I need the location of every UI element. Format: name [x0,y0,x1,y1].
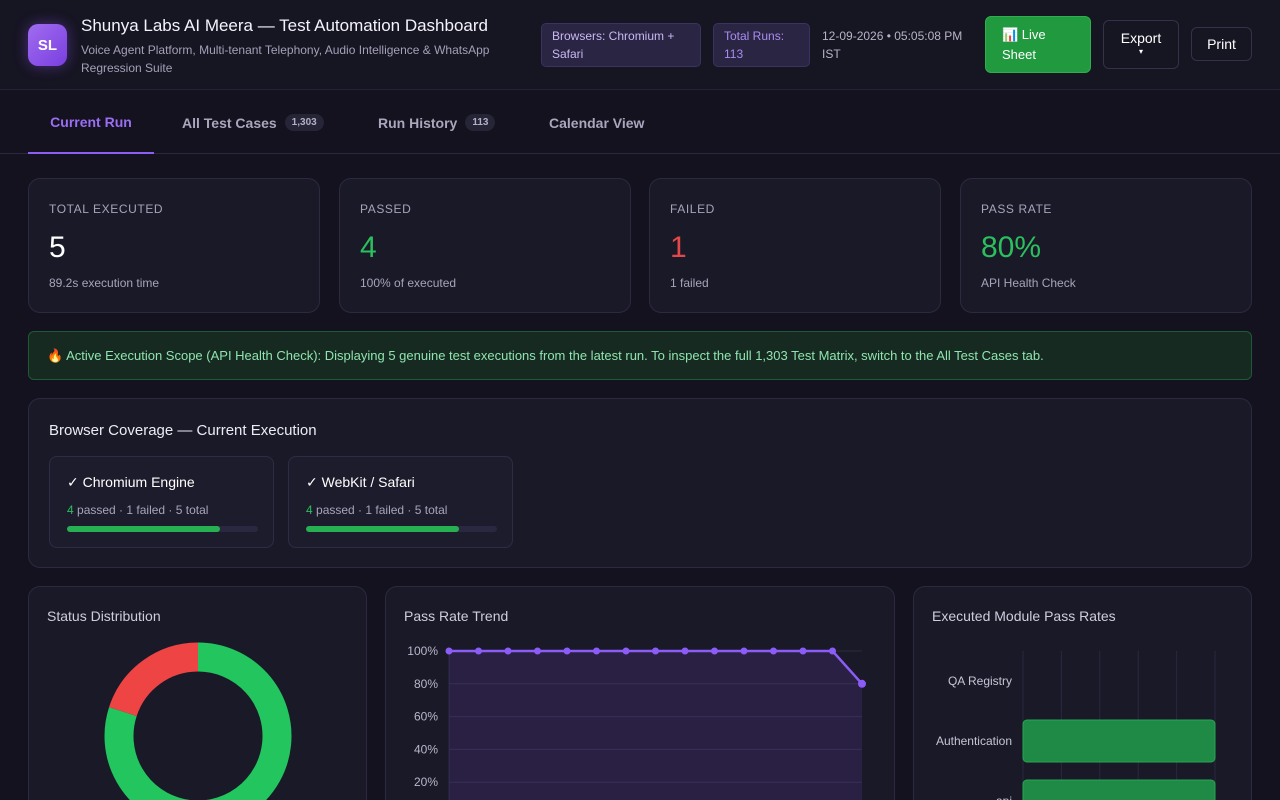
tab-run-history[interactable]: Run History 113 [378,91,496,154]
tab-label: Run History [378,114,458,131]
stat-label: FAILED [670,202,715,216]
trend-point [534,647,541,655]
chart-title: Executed Module Pass Rates [932,608,1116,624]
stat-card-total-executed: TOTAL EXECUTED 5 89.2s execution time [28,178,320,313]
tab-current-run[interactable]: Current Run [28,91,154,154]
bar-label: Authentication [936,734,1012,748]
donut-chart [104,642,292,800]
trend-point [711,647,718,655]
app-subtitle: Voice Agent Platform, Multi-tenant Telep… [81,43,490,75]
y-tick-label: 40% [414,742,438,756]
stat-card-pass-rate: PASS RATE 80% API Health Check [960,178,1252,313]
stat-subtext: 100% of executed [360,276,457,290]
donut-slice-failed [109,642,199,717]
chart-title: Status Distribution [47,608,161,624]
stat-value: 4 [360,231,377,264]
pass-rate-trend-card: Pass Rate Trend 100% 80% 60% 40% 20% [385,586,895,800]
passed-count: 4 [306,503,313,517]
trend-point [681,647,689,655]
tab-all-test-cases[interactable]: All Test Cases 1,303 [182,91,324,154]
progress-fill [306,526,459,532]
stat-card-failed: FAILED 1 1 failed [649,178,941,313]
y-tick-label: 20% [414,775,438,789]
trend-point [622,647,630,655]
y-tick-label: 60% [414,710,438,724]
y-tick-label: 100% [407,644,438,658]
trend-point [858,679,866,688]
trend-area [449,651,862,800]
bar-label: api [996,794,1012,800]
browser-card-webkit: ✓ WebKit / Safari 4 passed · 1 failed · … [288,456,513,548]
count-badge: 1,303 [284,114,324,131]
progress-bar [67,526,258,532]
trend-point [563,647,571,655]
bar-label: QA Registry [948,674,1012,688]
chart-title: Pass Rate Trend [404,608,509,624]
stat-value: 1 [670,231,687,264]
stat-label: PASS RATE [981,202,1052,216]
stat-value: 5 [49,231,66,264]
trend-point [829,647,836,655]
browser-name: ✓ Chromium Engine [67,474,195,490]
stat-subtext: API Health Check [981,276,1076,290]
stat-card-passed: PASSED 4 100% of executed [339,178,631,313]
chevron-down-icon: ▾ [1138,46,1143,56]
status-distribution-card: Status Distribution [28,586,367,800]
browser-stats: 4 passed · 1 failed · 5 total [67,503,208,517]
stat-value: 80% [981,231,1042,264]
module-pass-rates-card: Executed Module Pass Rates QA Registry Au… [913,586,1252,800]
trend-point [799,647,807,655]
passed-count: 4 [67,503,74,517]
trend-point [740,647,748,655]
tab-label: Current Run [50,113,132,130]
trend-point [770,647,777,655]
browser-name: ✓ WebKit / Safari [306,474,415,490]
y-tick-label: 80% [414,677,438,691]
run-datetime: 12-09-2026 • 05:05:08 PM IST [822,29,963,61]
execution-scope-notice: 🔥 Active Execution Scope (API Health Che… [28,331,1252,380]
stat-label: TOTAL EXECUTED [49,202,164,216]
bar-api [1022,779,1216,800]
count-badge: 113 [465,114,496,131]
browser-coverage-panel: Browser Coverage — Current Execution ✓ C… [28,398,1252,568]
browser-stats-rest: passed · 1 failed · 5 total [312,503,448,517]
trend-point [652,647,659,655]
browser-stats: 4 passed · 1 failed · 5 total [306,503,447,517]
browser-stats-rest: passed · 1 failed · 5 total [73,503,209,517]
browser-card-chromium: ✓ Chromium Engine 4 passed · 1 failed · … [49,456,274,548]
trend-point [593,647,600,655]
stat-subtext: 89.2s execution time [49,276,160,290]
app-title: Shunya Labs AI Meera — Test Automation D… [81,16,488,35]
stat-subtext: 1 failed [670,276,709,290]
stat-label: PASSED [360,202,412,216]
app-header: SL Shunya Labs AI Meera — Test Automatio… [0,0,1280,90]
tab-bar: Current Run All Test Cases 1,303 Run His… [0,91,1280,154]
progress-bar [306,526,497,532]
tab-label: Calendar View [549,114,645,131]
browsers-chip: Browsers: Chromium + Safari [541,23,701,67]
total-runs-chip: Total Runs: 113 [713,23,810,67]
print-button[interactable]: Print [1191,27,1252,61]
progress-fill [67,526,220,532]
app-logo: SL [28,24,67,66]
trend-point [445,647,453,655]
trend-point [475,647,482,655]
live-sheet-button[interactable]: 📊 Live Sheet [985,16,1091,73]
tab-label: All Test Cases [182,114,277,131]
export-button[interactable]: Export ▾ [1103,20,1179,69]
tab-calendar-view[interactable]: Calendar View [549,91,644,154]
section-title: Browser Coverage — Current Execution [49,422,317,439]
export-label: Export [1120,29,1162,46]
bar-authentication [1022,719,1216,763]
line-chart: 100% 80% 60% 40% 20% [407,644,866,800]
trend-point [504,647,512,655]
bar-chart: QA Registry Authentication api [936,651,1216,800]
